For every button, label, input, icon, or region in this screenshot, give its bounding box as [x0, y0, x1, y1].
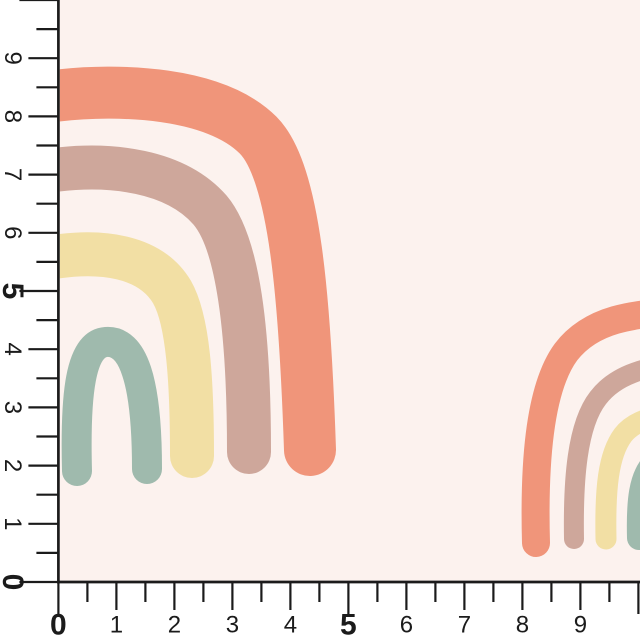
- rainbow-large-left-band-green: [61, 327, 162, 486]
- x-axis-label-1: 1: [110, 612, 123, 639]
- rainbow-small-right-edge-band-green: [626, 461, 640, 550]
- y-axis-label-1: 1: [0, 517, 26, 530]
- y-axis-label-4: 4: [0, 343, 26, 356]
- rainbow-large-left-band-mauve: [59, 145, 271, 474]
- x-axis-labels: 0 1 2 3 4 5 6 7 8 9: [50, 609, 587, 640]
- x-axis-label-4: 4: [284, 612, 297, 639]
- rainbow-small-right-edge-band-mauve: [563, 360, 640, 549]
- y-axis-label-8: 8: [0, 110, 26, 123]
- y-axis-labels: 0 1 2 3 4 5 6 7 8 9: [0, 52, 29, 591]
- rainbow-small-right-edge-band-yellow: [595, 410, 640, 550]
- x-axis-ticks: [57, 581, 640, 614]
- y-axis-label-9: 9: [0, 52, 26, 65]
- x-axis-label-6: 6: [400, 612, 413, 639]
- rainbow-small-right-edge-band-coral: [521, 300, 640, 557]
- x-axis-label-5: 5: [340, 609, 357, 640]
- x-axis-label-3: 3: [226, 612, 239, 639]
- x-axis-label-9: 9: [574, 612, 587, 639]
- y-axis-label-2: 2: [0, 459, 26, 472]
- y-axis-ticks: [19, 0, 60, 584]
- y-axis-label-3: 3: [0, 401, 26, 414]
- y-axis-label-5: 5: [0, 283, 29, 300]
- rainbow-large-left: [59, 66, 336, 486]
- x-axis-label-0: 0: [50, 609, 67, 640]
- rainbow-large-left-band-yellow: [59, 232, 214, 478]
- rainbow-large-left-band-coral: [59, 66, 336, 476]
- x-axis-label-2: 2: [168, 612, 181, 639]
- y-axis-label-0: 0: [0, 574, 29, 591]
- rainbow-small-right-edge: [521, 300, 640, 557]
- x-axis-label-7: 7: [458, 612, 471, 639]
- x-axis-label-8: 8: [516, 612, 529, 639]
- rainbow-artwork: [59, 66, 640, 557]
- y-axis-label-7: 7: [0, 168, 26, 181]
- y-axis-label-6: 6: [0, 226, 26, 239]
